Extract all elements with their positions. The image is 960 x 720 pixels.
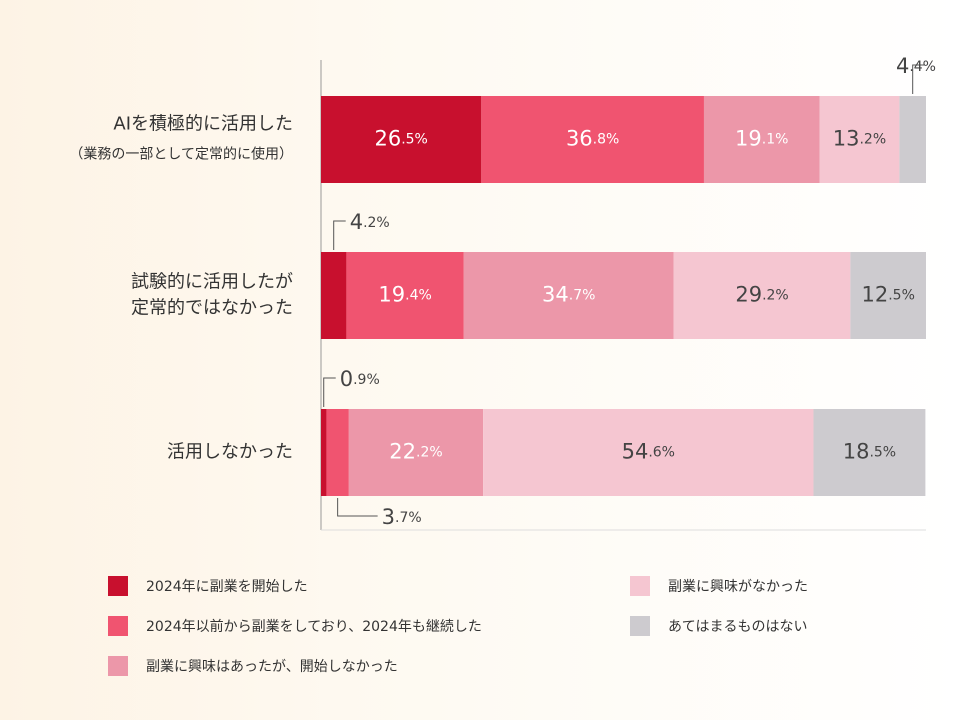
legend-item: 副業に興味がなかった [630, 576, 808, 596]
leader-line [912, 64, 925, 94]
category-label: 定常的ではなかった [131, 298, 293, 319]
legend-item: 2024年に副業を開始した [108, 576, 308, 596]
data-label: 4.4% [896, 54, 936, 78]
legend-label: あてはまるものはない [668, 619, 808, 635]
bar-segment [673, 252, 851, 339]
bar-segment [321, 409, 327, 496]
data-label: 4.2% [350, 210, 390, 234]
bar-segment [346, 252, 464, 339]
bar-segment [321, 96, 482, 183]
data-label: 12.5% [861, 283, 914, 307]
bar-segment [703, 96, 820, 183]
data-label: 36.8% [566, 127, 619, 151]
data-label: 22.2% [389, 440, 442, 464]
bar-segment [850, 252, 926, 339]
category-label: AIを積極的に活用した [113, 114, 293, 135]
bar-segment [813, 409, 926, 496]
data-label: 0.9% [340, 367, 380, 391]
data-label: 34.7% [542, 283, 595, 307]
bar-segment [899, 96, 926, 183]
category-label: 活用しなかった [167, 442, 293, 463]
legend-swatch [630, 616, 650, 636]
data-label: 29.2% [735, 283, 788, 307]
data-label: 19.1% [735, 127, 788, 151]
bar-segment [326, 409, 349, 496]
data-label: 26.5% [374, 127, 427, 151]
bar-segment [481, 96, 704, 183]
data-label: 3.7% [382, 505, 422, 529]
legend-label: 2024年に副業を開始した [146, 579, 308, 595]
data-label: 54.6% [622, 440, 675, 464]
legend-label: 副業に興味はあったが、開始しなかった [146, 659, 398, 675]
legend-swatch [108, 616, 128, 636]
leader-line [337, 498, 378, 517]
legend-swatch [108, 576, 128, 596]
legend-swatch [630, 576, 650, 596]
bar-segment [348, 409, 484, 496]
leader-line [333, 220, 346, 250]
legend-item: あてはまるものはない [630, 616, 807, 636]
category-label: （業務の一部として定常的に使用） [69, 146, 293, 163]
category-label: 試験的に活用したが [131, 272, 293, 293]
legend-item: 副業に興味はあったが、開始しなかった [108, 656, 398, 676]
data-label: 13.2% [833, 127, 886, 151]
data-label: 18.5% [843, 440, 896, 464]
legend-item: 2024年以前から副業をしており、2024年も継続した [108, 616, 482, 636]
bar-segment [819, 96, 900, 183]
bar-segment [483, 409, 814, 496]
data-label: 19.4% [378, 283, 431, 307]
legend-label: 2024年以前から副業をしており、2024年も継続した [146, 619, 482, 635]
bar-segment [321, 252, 347, 339]
bar-segment [463, 252, 674, 339]
legend-swatch [108, 656, 128, 676]
leader-line [323, 377, 336, 407]
legend-label: 副業に興味がなかった [668, 579, 808, 595]
